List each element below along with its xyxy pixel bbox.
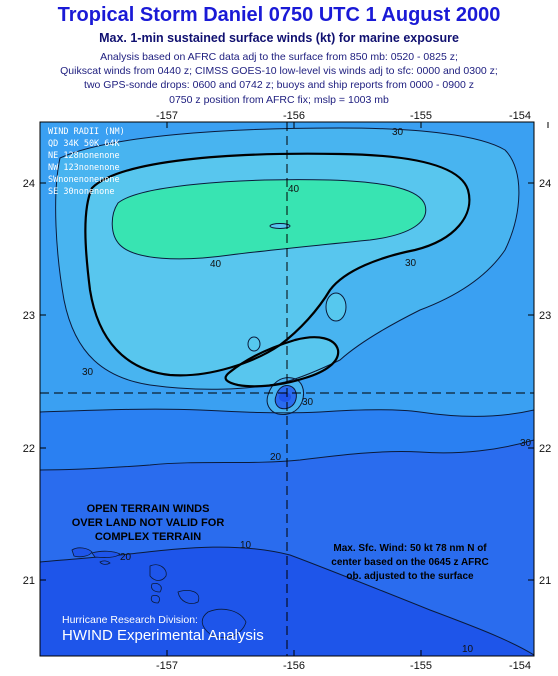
svg-text:COMPLEX TERRAIN: COMPLEX TERRAIN (95, 531, 201, 543)
credit: Hurricane Research Division: HWIND Exper… (62, 614, 264, 644)
contour-label: 30 (82, 367, 94, 378)
lat-tick: 21 (539, 575, 551, 587)
wind-band-core (112, 179, 426, 259)
contour-label: 20 (270, 452, 282, 463)
analysis-note-line: Quikscat winds from 0440 z; CIMSS GOES-1… (60, 65, 498, 77)
contour-label: 20 (120, 552, 132, 563)
svg-text:OVER LAND NOT VALID FOR: OVER LAND NOT VALID FOR (72, 517, 225, 529)
svg-text:Hurricane Research Division:: Hurricane Research Division: (62, 614, 198, 626)
contour-label: 10 (462, 644, 474, 655)
lon-ticks-top: -157 -156 -155 -154 (156, 110, 531, 122)
lat-tick: 24 (23, 178, 35, 190)
wind-radii-row: NW 123nonenone (48, 163, 120, 173)
lat-ticks-left: 24 23 22 21 (23, 178, 35, 587)
svg-text:ob. adjusted to the surface: ob. adjusted to the surface (346, 571, 474, 582)
lat-tick: 23 (23, 310, 35, 322)
contour-label: 30 (392, 127, 404, 138)
lon-tick: -157 (156, 110, 178, 122)
storm-eye (279, 392, 291, 402)
analysis-note-line: 0750 z position from AFRC fix; mslp = 10… (169, 94, 389, 106)
contour-label: 10 (240, 540, 252, 551)
map-subtitle: Max. 1-min sustained surface winds (kt) … (99, 31, 459, 45)
contour-lines-bold (84, 152, 471, 388)
wind-radii-row: NE 128nonenone (48, 151, 120, 161)
svg-text:Max. Sfc. Wind: 50 kt 78 nm N: Max. Sfc. Wind: 50 kt 78 nm N of (333, 543, 487, 554)
wind-radii-row: SE 30nonenone (48, 187, 115, 197)
lat-ticks-right: 24 23 22 21 (539, 178, 551, 587)
terrain-note: OPEN TERRAIN WINDS OVER LAND NOT VALID F… (72, 503, 225, 543)
lon-tick: -154 (509, 660, 531, 672)
contour-labels: 30 40 40 30 30 30 30 20 20 10 10 (82, 127, 532, 655)
lon-tick: -157 (156, 660, 178, 672)
analysis-note-line: two GPS-sonde drops: 0600 and 0742 z; bu… (84, 79, 474, 91)
contour-label: 40 (288, 184, 300, 195)
contour-label: 30 (302, 397, 314, 408)
lat-tick: 21 (23, 575, 35, 587)
lon-tick: -154 (509, 110, 531, 122)
wind-band-spur (225, 337, 339, 387)
contour-label: 40 (210, 259, 222, 270)
max-wind-note: Max. Sfc. Wind: 50 kt 78 nm N of center … (331, 543, 488, 582)
lon-tick: -156 (283, 110, 305, 122)
lat-tick: 24 (539, 178, 551, 190)
axis-ticks (40, 122, 549, 656)
wind-cell (269, 223, 291, 229)
svg-text:center based on the 0645 z AFR: center based on the 0645 z AFRC (331, 557, 488, 568)
wind-cell (247, 336, 261, 352)
plot-frame (39, 121, 535, 657)
hawaiian-islands (71, 547, 247, 638)
lon-tick: -155 (410, 660, 432, 672)
lon-tick: -155 (410, 110, 432, 122)
contour-label: 30 (520, 438, 532, 449)
lon-tick: -156 (283, 660, 305, 672)
lat-tick: 22 (23, 443, 35, 455)
lon-ticks-bottom: -157 -156 -155 -154 (156, 660, 531, 672)
contour-label: 30 (405, 258, 417, 269)
wind-radii-title: WIND RADII (NM) (48, 127, 125, 137)
svg-text:HWIND Experimental Analysis: HWIND Experimental Analysis (62, 627, 264, 644)
lat-tick: 22 (539, 443, 551, 455)
center-crosshair (40, 122, 534, 656)
wind-radii-header: QD 34K 50K 64K (48, 139, 121, 149)
analysis-note-line: Analysis based on AFRC data adj to the s… (100, 51, 458, 63)
map-title: Tropical Storm Daniel 0750 UTC 1 August … (57, 4, 501, 26)
svg-text:OPEN TERRAIN WINDS: OPEN TERRAIN WINDS (87, 503, 210, 515)
wind-radii-table: WIND RADII (NM) QD 34K 50K 64K NE 128non… (48, 127, 125, 197)
wind-radii-row: SWnonenonenone (48, 175, 120, 185)
lat-tick: 23 (539, 310, 551, 322)
wind-cell (325, 292, 347, 322)
